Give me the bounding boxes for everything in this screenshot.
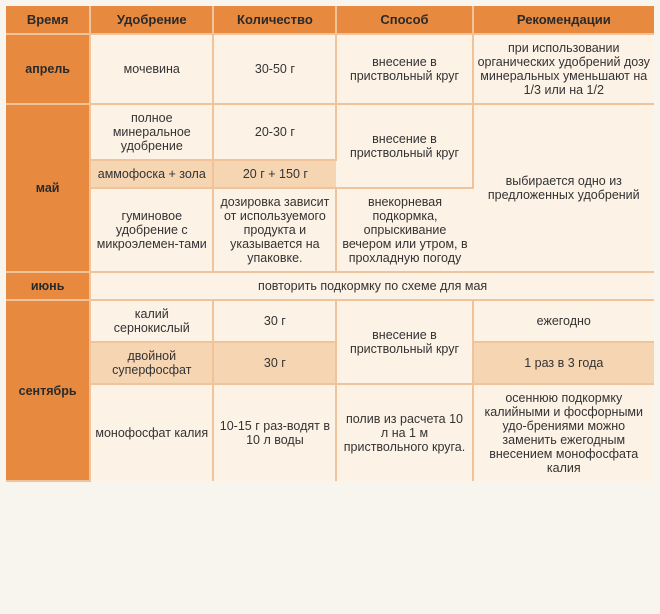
table-row: двойной суперфосфат 30 г 1 раз в 3 года bbox=[6, 342, 654, 384]
col-qty: Количество bbox=[213, 6, 336, 34]
cell-rec: при использовании органических удобрений… bbox=[473, 34, 654, 104]
table-row: монофосфат калия 10-15 г раз-водят в 10 … bbox=[6, 384, 654, 481]
cell-rec: осеннюю подкормку калийными и фосфорными… bbox=[473, 384, 654, 481]
col-method: Способ bbox=[336, 6, 472, 34]
cell-fert: полное минеральное удобрение bbox=[90, 104, 213, 160]
table-header-row: Время Удобрение Количество Способ Рекоме… bbox=[6, 6, 654, 34]
cell-fert: двойной суперфосфат bbox=[90, 342, 213, 384]
cell-method: внесение в приствольный круг bbox=[336, 34, 472, 104]
month-sept: сентябрь bbox=[6, 300, 90, 481]
cell-rec: выбирается одно из предложенных удобрени… bbox=[473, 104, 654, 272]
cell-method: внесение в приствольный круг bbox=[336, 104, 472, 188]
cell-qty: 10-15 г раз-водят в 10 л воды bbox=[213, 384, 336, 481]
cell-fert: аммофоска + зола bbox=[90, 160, 213, 188]
fertilizer-schedule-table: Время Удобрение Количество Способ Рекоме… bbox=[6, 6, 654, 482]
cell-qty: 20 г + 150 г bbox=[213, 160, 336, 188]
col-fert: Удобрение bbox=[90, 6, 213, 34]
cell-fert: монофосфат калия bbox=[90, 384, 213, 481]
month-june: июнь bbox=[6, 272, 90, 300]
month-april: апрель bbox=[6, 34, 90, 104]
table-row: сентябрь калий сернокислый 30 г внесение… bbox=[6, 300, 654, 342]
cell-qty: 30 г bbox=[213, 300, 336, 342]
col-rec: Рекомендации bbox=[473, 6, 654, 34]
cell-fert: калий сернокислый bbox=[90, 300, 213, 342]
month-may: май bbox=[6, 104, 90, 272]
cell-method: внекорневая подкормка, опрыскивание вече… bbox=[336, 188, 472, 272]
cell-qty: 30 г bbox=[213, 342, 336, 384]
cell-rec: 1 раз в 3 года bbox=[473, 342, 654, 384]
cell-qty: дозировка зависит от используемого проду… bbox=[213, 188, 336, 272]
cell-qty: 30-50 г bbox=[213, 34, 336, 104]
cell-rec: ежегодно bbox=[473, 300, 654, 342]
table-row: апрель мочевина 30-50 г внесение в прист… bbox=[6, 34, 654, 104]
table-row: июнь повторить подкормку по схеме для ма… bbox=[6, 272, 654, 300]
cell-method: внесение в приствольный круг bbox=[336, 300, 472, 384]
col-time: Время bbox=[6, 6, 90, 34]
june-note: повторить подкормку по схеме для мая bbox=[90, 272, 654, 300]
cell-method: полив из расчета 10 л на 1 м приствольно… bbox=[336, 384, 472, 481]
cell-qty: 20-30 г bbox=[213, 104, 336, 160]
table-row: май полное минеральное удобрение 20-30 г… bbox=[6, 104, 654, 160]
cell-fert: мочевина bbox=[90, 34, 213, 104]
cell-fert: гуминовое удобрение с микроэлемен-тами bbox=[90, 188, 213, 272]
